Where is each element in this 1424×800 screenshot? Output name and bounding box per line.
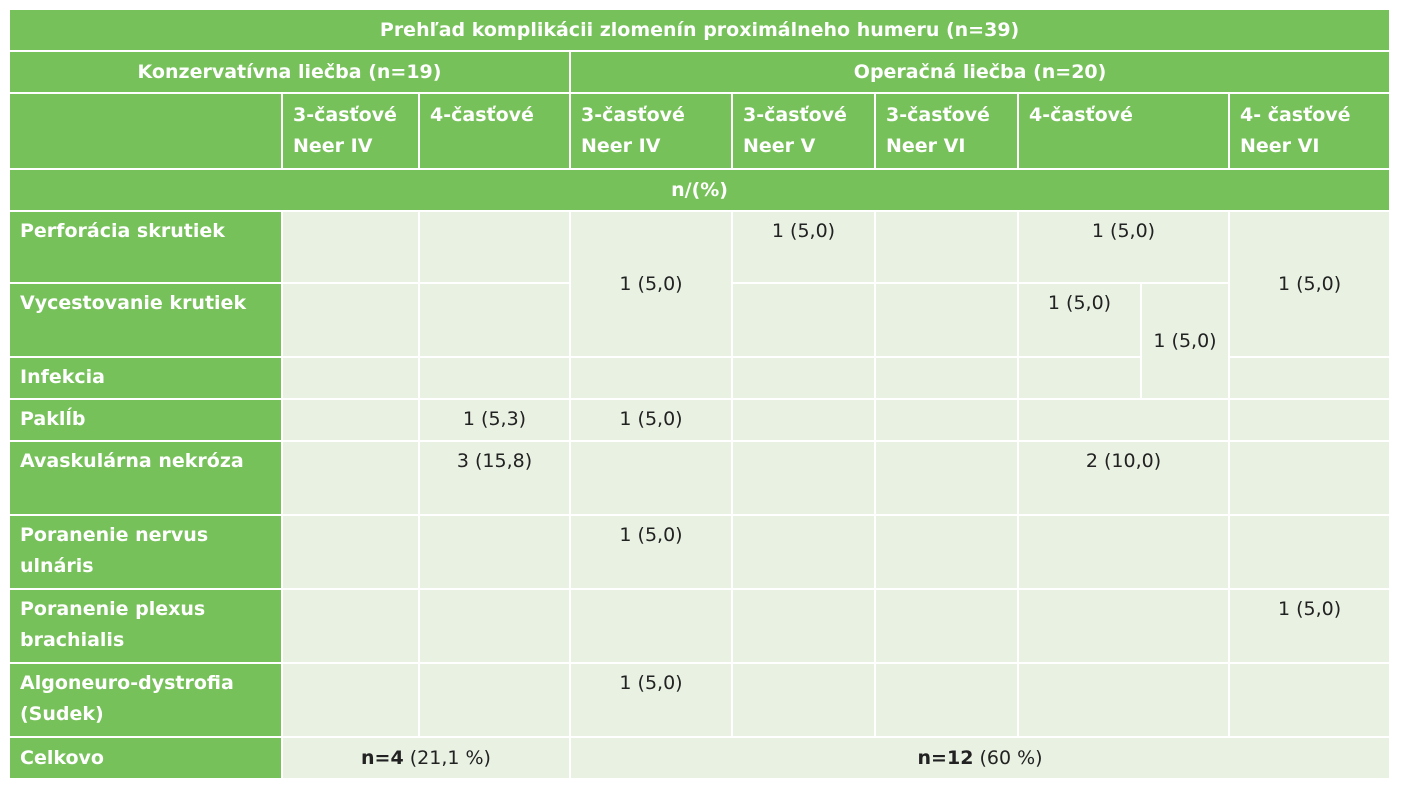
title-row: Prehľad komplikácii zlomenín proximálneh… (7, 8, 1392, 52)
row-label-vycestovanie: Vycestovanie krutiek (8, 282, 283, 358)
complications-table: Prehľad komplikácii zlomenín proximálneh… (7, 8, 1392, 780)
cell-paklb-op-3part-neer4: 1 (5,0) (569, 398, 733, 442)
table-cell (731, 588, 876, 664)
table-cell (418, 356, 571, 400)
table-cell (569, 440, 733, 516)
table-cell (281, 514, 420, 590)
total-operative-percent: (60 %) (979, 746, 1043, 769)
row-label-plexus: Poranenie plexus brachialis (8, 588, 283, 664)
subheader-cons-3part-neer4: 3-časťové Neer IV (281, 92, 420, 170)
merged-op-4part-neer6: 1 (5,0) (1227, 210, 1392, 358)
table-cell (418, 282, 571, 358)
table-cell (731, 398, 876, 442)
table-cell (1017, 356, 1142, 400)
subheader-op-4part: 4-časťové (1017, 92, 1230, 170)
table-cell (281, 398, 420, 442)
cell-perforacia-op-4part: 1 (5,0) (1017, 210, 1230, 284)
table-cell (874, 398, 1019, 442)
total-row: Celkovo n=4 (21,1 %) n=12 (60 %) (8, 736, 1392, 780)
table-cell (731, 440, 876, 516)
cell-vycestovanie-op-4part-b: 1 (5,0) (1140, 282, 1230, 400)
cell-algoneuro-op-3part-neer4: 1 (5,0) (569, 662, 733, 738)
total-conservative-percent: (21,1 %) (409, 746, 491, 769)
row-label-celkovo: Celkovo (8, 736, 283, 780)
subheader-op-3part-neer5: 3-časťové Neer V (731, 92, 876, 170)
table-cell (874, 440, 1019, 516)
table-cell (1227, 662, 1392, 738)
table-cell (569, 588, 733, 664)
table-row: Poranenie nervus ulnáris 1 (5,0) (8, 514, 1392, 590)
cell-paklb-cons-4part: 1 (5,3) (418, 398, 571, 442)
table-cell (731, 356, 876, 400)
table-cell (874, 356, 1019, 400)
group-conservative: Konzervatívna liečba (n=19) (8, 50, 571, 94)
table-cell (874, 514, 1019, 590)
subheader-empty (8, 92, 283, 170)
total-operative-count: n=12 (917, 746, 974, 769)
table-cell (569, 356, 733, 400)
subheader-row: 3-časťové Neer IV 4-časťové 3-časťové Ne… (8, 92, 1392, 170)
table-cell (731, 282, 876, 358)
table-cell (281, 356, 420, 400)
table-cell (874, 588, 1019, 664)
table-row: Paklĺb 1 (5,3) 1 (5,0) (8, 398, 1392, 442)
table-cell (1227, 440, 1392, 516)
table-cell (1017, 398, 1230, 442)
table-row: Avaskulárna nekróza 3 (15,8) 2 (10,0) (8, 440, 1392, 516)
group-operative: Operačná liečba (n=20) (568, 50, 1392, 94)
table-row: Poranenie plexus brachialis 1 (5,0) (8, 588, 1392, 664)
total-conservative: n=4 (21,1 %) (281, 736, 571, 780)
total-conservative-count: n=4 (361, 746, 404, 769)
unit-label: n/(%) (7, 168, 1392, 212)
cell-plexus-op-4part-neer6: 1 (5,0) (1227, 588, 1392, 664)
row-label-perforacia: Perforácia skrutiek (8, 210, 283, 284)
table-row: Vycestovanie krutiek 1 (5,0) 1 (5,0) (8, 282, 1390, 400)
table-cell (281, 282, 420, 358)
table-cell (1227, 356, 1392, 400)
subheader-op-3part-neer4: 3-časťové Neer IV (569, 92, 733, 170)
table-cell (731, 514, 876, 590)
table-cell (281, 440, 420, 516)
table-cell (1017, 662, 1230, 738)
table-cell (874, 662, 1019, 738)
table-cell (281, 588, 420, 664)
row-label-infekcia: Infekcia (8, 356, 283, 400)
table-cell (1017, 514, 1230, 590)
table-cell (418, 210, 571, 284)
table-cell (418, 588, 571, 664)
table-title: Prehľad komplikácii zlomenín proximálneh… (7, 8, 1392, 52)
table-cell (731, 662, 876, 738)
subheader-cons-4part: 4-časťové (418, 92, 571, 170)
subheader-op-3part-neer6: 3-časťové Neer VI (874, 92, 1019, 170)
table-cell (418, 514, 571, 590)
total-operative: n=12 (60 %) (568, 736, 1392, 780)
table-row: Perforácia skrutiek 1 (5,0) 1 (5,0) 1 (5… (8, 210, 1392, 358)
subheader-op-4part-neer6: 4- časťové Neer VI (1227, 92, 1392, 170)
table-cell (281, 662, 420, 738)
table-cell (281, 210, 420, 284)
merged-op-3part-neer4: 1 (5,0) (569, 210, 733, 358)
table-cell (874, 282, 1019, 358)
cell-avaskularna-cons-4part: 3 (15,8) (418, 440, 571, 516)
cell-avaskularna-op-4part: 2 (10,0) (1017, 440, 1230, 516)
cell-vycestovanie-op-4part-a: 1 (5,0) (1017, 282, 1142, 358)
row-label-algoneuro: Algoneuro-dystrofia (Sudek) (8, 662, 283, 738)
group-header-row: Konzervatívna liečba (n=19) Operačná lie… (8, 50, 1392, 94)
table-row: Infekcia (8, 356, 1392, 400)
table-cell (1017, 588, 1230, 664)
table-cell (1227, 514, 1392, 590)
cell-perforacia-op-3part-neer5: 1 (5,0) (731, 210, 876, 284)
row-label-avaskularna: Avaskulárna nekróza (8, 440, 283, 516)
table-cell (418, 662, 571, 738)
unit-row: n/(%) (7, 168, 1392, 212)
table-row: Algoneuro-dystrofia (Sudek) 1 (5,0) (8, 662, 1392, 738)
row-label-ulnaris: Poranenie nervus ulnáris (8, 514, 283, 590)
table-cell (1227, 398, 1392, 442)
row-label-paklb: Paklĺb (8, 398, 283, 442)
table-cell (874, 210, 1019, 284)
complications-table-wrapper: Prehľad komplikácii zlomenín proximálneh… (7, 8, 1392, 780)
cell-ulnaris-op-3part-neer4: 1 (5,0) (569, 514, 733, 590)
